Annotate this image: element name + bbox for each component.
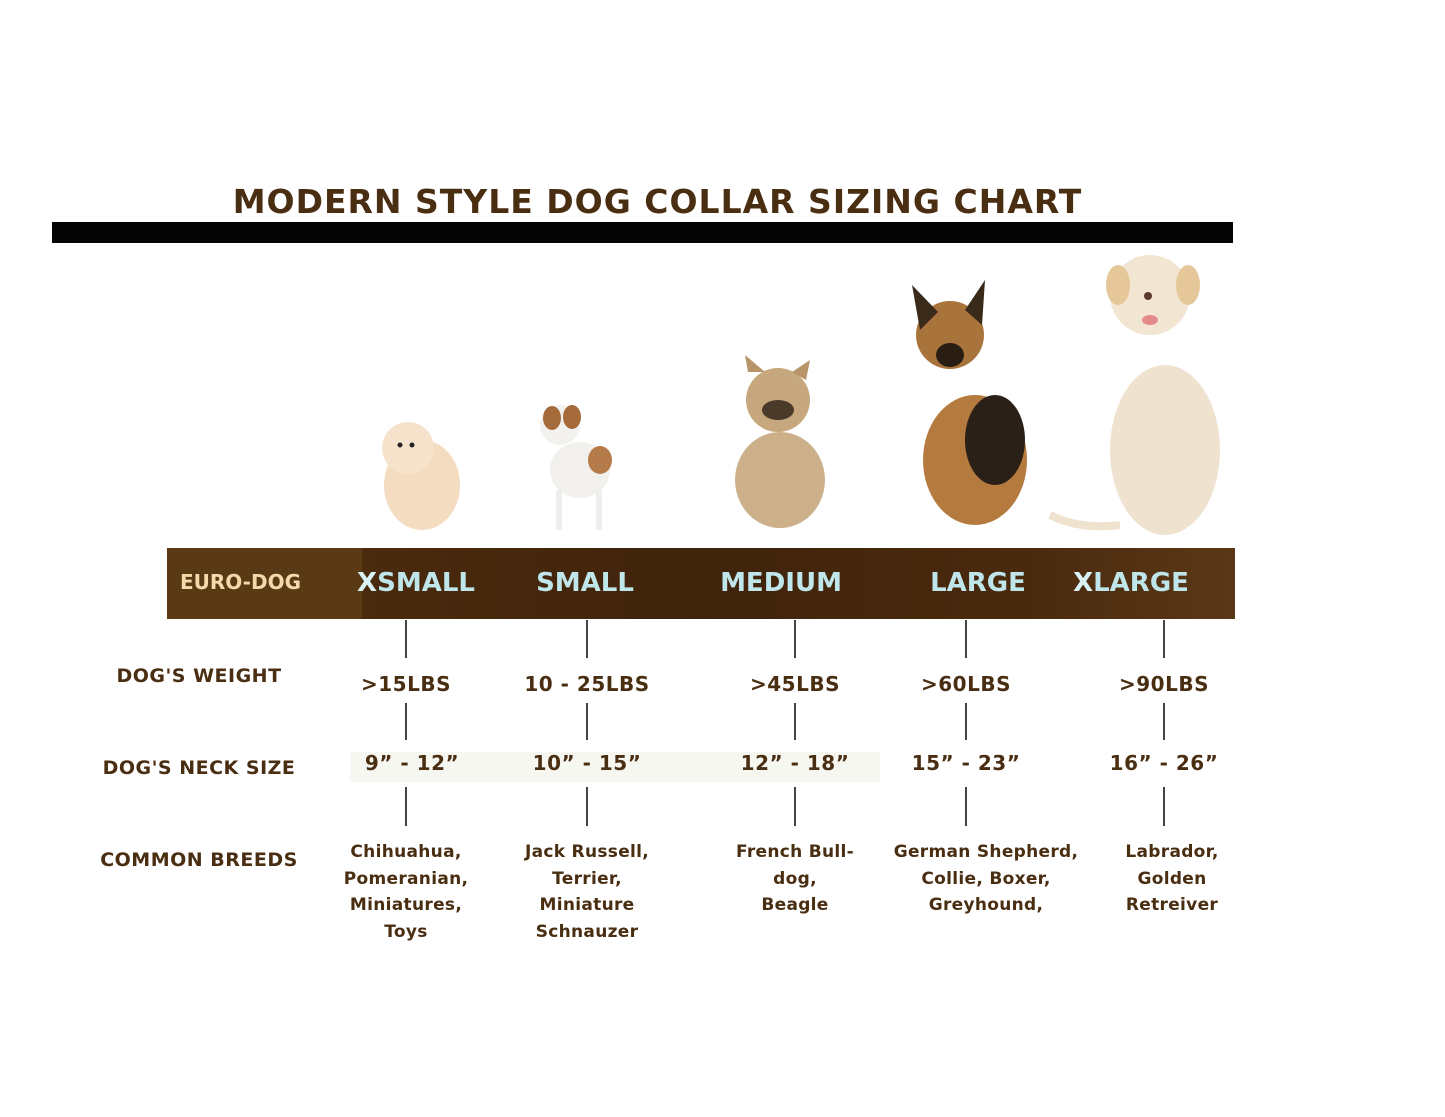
- neck-size-value: 9” - 12”: [364, 751, 460, 775]
- breed-line: Toys: [384, 921, 428, 942]
- breed-line: French Bull-: [735, 842, 855, 862]
- connector-tick: [405, 787, 407, 826]
- size-label: SMALL: [536, 568, 634, 598]
- german-shepherd-image: [912, 280, 1027, 525]
- dog-photos: [382, 255, 1220, 535]
- connector-tick: [586, 620, 588, 658]
- size-medium: MEDIUM: [720, 568, 842, 598]
- breed-line: Beagle: [761, 895, 829, 915]
- connector-tick: [405, 620, 407, 658]
- breed-line: German Shepherd,: [893, 842, 1079, 862]
- size-xlarge: XLARGE: [1073, 568, 1189, 598]
- labrador-image: [1048, 255, 1220, 535]
- size-label: MEDIUM: [720, 568, 842, 598]
- connector-tick: [794, 703, 796, 740]
- breed-line: dog,: [773, 868, 817, 889]
- pomeranian-image: [382, 422, 460, 530]
- weight-value: >15LBS: [361, 672, 451, 696]
- neck-row-label: DOG'S NECK SIZE: [102, 757, 296, 779]
- connector-tick: [1163, 703, 1165, 740]
- weight-value: >90LBS: [1119, 672, 1209, 696]
- breeds-list: German Shepherd, Collie, Boxer, Greyhound,: [894, 839, 1079, 919]
- neck-size-value: 10” - 15”: [532, 751, 642, 775]
- breeds-list: Chihuahua, Pomeranian, Miniatures, Toys: [344, 839, 469, 945]
- breed-line: Chihuahua,: [350, 842, 462, 862]
- breed-line: Golden: [1137, 868, 1207, 889]
- breed-line: Miniatures,: [349, 895, 463, 915]
- breeds-row-label: COMMON BREEDS: [100, 849, 298, 871]
- breed-line: Pomeranian,: [343, 868, 469, 889]
- size-label: SMALL: [377, 568, 475, 598]
- breed-line: Jack Russell,: [524, 842, 650, 862]
- neck-size-value: 12” - 18”: [740, 751, 850, 775]
- connector-tick: [965, 703, 967, 740]
- title-rule: [52, 222, 1233, 243]
- size-label: LARGE: [1093, 568, 1189, 598]
- breed-line: Schnauzer: [535, 921, 639, 942]
- breeds-list: Jack Russell, Terrier, Miniature Schnauzer: [525, 839, 649, 945]
- brand-cell: [167, 548, 362, 619]
- connector-tick: [965, 787, 967, 826]
- connector-tick: [586, 703, 588, 740]
- neck-size-value: 15” - 23”: [911, 751, 1021, 775]
- breed-line: Retreiver: [1125, 895, 1219, 915]
- connector-tick: [586, 787, 588, 826]
- breed-line: Terrier,: [552, 868, 622, 889]
- breeds-list: French Bull-dog, Beagle: [736, 839, 854, 919]
- weight-value: >60LBS: [921, 672, 1011, 696]
- breed-line: Miniature: [539, 895, 635, 915]
- connector-tick: [794, 620, 796, 658]
- neck-row-shade: [350, 752, 880, 782]
- brand-label: EURO-DOG: [180, 570, 301, 594]
- breed-line: Collie, Boxer,: [921, 868, 1051, 889]
- size-xsmall: XSMALL: [357, 568, 475, 598]
- x-prefix: X: [1073, 568, 1094, 598]
- breed-line: Greyhound,: [928, 895, 1044, 915]
- size-small: SMALL: [536, 568, 634, 598]
- size-large: LARGE: [930, 568, 1026, 598]
- weight-value: >45LBS: [750, 672, 840, 696]
- connector-tick: [1163, 620, 1165, 658]
- connector-tick: [1163, 787, 1165, 826]
- connector-tick: [965, 620, 967, 658]
- connector-tick: [794, 787, 796, 826]
- size-label: LARGE: [930, 568, 1026, 598]
- connector-tick: [405, 703, 407, 740]
- chart-title: MODERN STYLE DOG COLLAR SIZING CHART: [232, 182, 1083, 221]
- weight-value: 10 - 25LBS: [524, 672, 650, 696]
- jack-russell-image: [540, 405, 612, 530]
- french-bulldog-image: [735, 355, 825, 528]
- breed-line: Labrador,: [1125, 842, 1219, 862]
- weight-row-label: DOG'S WEIGHT: [116, 665, 282, 687]
- breeds-list: Labrador, Golden Retreiver: [1125, 839, 1218, 919]
- neck-size-value: 16” - 26”: [1109, 751, 1219, 775]
- x-prefix: X: [357, 568, 378, 598]
